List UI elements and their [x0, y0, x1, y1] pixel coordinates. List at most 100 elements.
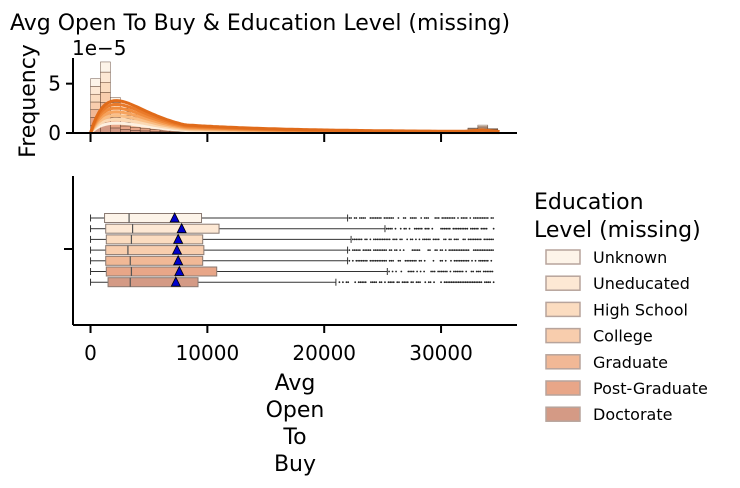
outlier-point	[353, 238, 356, 241]
outlier-point	[437, 238, 440, 241]
outlier-point	[371, 259, 374, 262]
outlier-point	[485, 217, 487, 219]
outlier-point	[424, 227, 427, 230]
legend-item-high-school: High School	[545, 300, 688, 319]
outlier-point	[490, 217, 493, 219]
outlier-point	[456, 270, 459, 273]
legend-label: Unknown	[593, 248, 667, 267]
legend-label: Graduate	[593, 353, 668, 372]
outlier-point	[383, 238, 386, 241]
hist-y-axis-label: Frequency	[16, 44, 41, 158]
outlier-point	[383, 259, 386, 262]
box-uneducated	[90, 222, 386, 234]
mean-marker	[176, 222, 187, 234]
outlier-point	[452, 281, 455, 284]
outlier-point	[403, 227, 406, 230]
outlier-point	[427, 227, 430, 230]
outlier-point	[351, 259, 354, 262]
outlier-point	[361, 281, 364, 284]
outlier-point	[357, 238, 359, 241]
outlier-point	[406, 281, 409, 284]
outlier-point	[465, 217, 468, 219]
outlier-point	[378, 281, 381, 284]
outlier-point	[394, 227, 397, 230]
outlier-point	[379, 238, 382, 241]
outlier-point	[446, 217, 449, 219]
outlier-point	[398, 281, 400, 284]
outlier-point	[474, 238, 477, 241]
outlier-point	[483, 217, 486, 219]
outlier-point	[417, 281, 420, 284]
box-iqr	[105, 223, 220, 234]
outlier-point	[457, 217, 459, 219]
outlier-point	[478, 217, 480, 219]
outlier-point	[409, 217, 412, 219]
outlier-point	[473, 281, 476, 284]
outlier-point	[478, 259, 480, 262]
outlier-point	[475, 227, 478, 230]
outlier-point	[420, 227, 423, 230]
outlier-point	[459, 227, 462, 230]
outlier-point	[378, 217, 381, 219]
hist-bar	[100, 71, 111, 83]
outlier-point	[419, 227, 421, 230]
outlier-point	[433, 281, 435, 284]
outlier-point	[378, 238, 381, 241]
outlier-point	[415, 281, 418, 284]
outlier-point	[427, 217, 430, 219]
outlier-point	[484, 270, 487, 273]
outlier-point	[364, 238, 367, 241]
outlier-point	[450, 249, 452, 252]
outlier-point	[362, 249, 365, 252]
outlier-point	[464, 238, 466, 241]
outlier-point	[395, 249, 398, 252]
mean-marker	[173, 233, 184, 244]
outlier-point	[448, 249, 451, 252]
outlier-point	[436, 238, 438, 241]
outlier-point	[351, 249, 354, 252]
outlier-point	[489, 270, 492, 273]
outlier-point	[439, 259, 442, 262]
outlier-point	[345, 281, 348, 284]
hist-bar	[130, 127, 141, 131]
outlier-point	[487, 281, 490, 284]
outlier-point	[454, 281, 456, 284]
outlier-point	[457, 249, 459, 252]
outlier-point	[416, 249, 419, 252]
outlier-point	[464, 249, 466, 252]
outlier-point	[412, 270, 415, 273]
legend-item-doctorate: Doctorate	[545, 405, 672, 424]
box-outliers	[338, 217, 495, 284]
outlier-point	[453, 270, 455, 273]
legend-swatch	[545, 380, 581, 396]
outlier-point	[348, 217, 351, 219]
hist-bar	[120, 125, 131, 130]
outlier-point	[401, 281, 404, 284]
outlier-point	[391, 227, 393, 230]
legend: Education Level (missing) Unknown Uneduca…	[534, 190, 708, 424]
outlier-point	[462, 238, 465, 241]
box-x-label-word: Avg	[275, 371, 316, 396]
kde-curve	[89, 99, 500, 134]
outlier-point	[355, 238, 358, 241]
outlier-point	[425, 238, 428, 241]
outlier-point	[385, 259, 388, 262]
outlier-point	[478, 238, 480, 241]
outlier-point	[432, 259, 435, 262]
box-iqr	[107, 277, 199, 288]
outlier-point	[424, 281, 427, 284]
outlier-point	[375, 281, 378, 284]
outlier-point	[467, 259, 470, 262]
outlier-point	[381, 249, 384, 252]
outlier-point	[471, 259, 473, 262]
outlier-point	[415, 227, 418, 230]
outlier-point	[403, 281, 406, 284]
legend-swatch	[545, 275, 581, 291]
outlier-point	[385, 238, 388, 241]
outlier-point	[415, 238, 417, 241]
outlier-point	[427, 281, 430, 284]
outlier-point	[429, 238, 431, 241]
outlier-point	[415, 259, 417, 262]
outlier-point	[378, 259, 381, 262]
outlier-point	[443, 238, 445, 241]
